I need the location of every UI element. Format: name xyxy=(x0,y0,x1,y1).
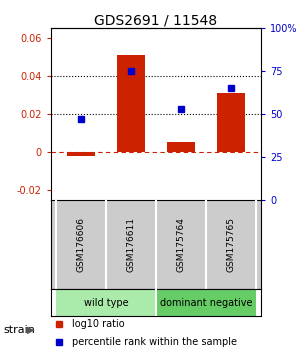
Text: GSM175764: GSM175764 xyxy=(176,217,185,272)
Bar xyxy=(156,289,256,316)
Bar xyxy=(117,55,145,152)
Text: wild type: wild type xyxy=(84,298,128,308)
Text: GSM175765: GSM175765 xyxy=(226,217,236,272)
Text: GSM176611: GSM176611 xyxy=(127,217,136,272)
Bar xyxy=(67,152,95,156)
Bar xyxy=(56,289,156,316)
Text: dominant negative: dominant negative xyxy=(160,298,252,308)
Text: GSM176606: GSM176606 xyxy=(76,217,85,272)
Text: ▶: ▶ xyxy=(27,325,34,335)
Bar xyxy=(217,93,245,152)
Text: log10 ratio: log10 ratio xyxy=(72,319,124,330)
Bar xyxy=(167,143,195,152)
Text: percentile rank within the sample: percentile rank within the sample xyxy=(72,337,237,347)
Text: strain: strain xyxy=(3,325,35,335)
Title: GDS2691 / 11548: GDS2691 / 11548 xyxy=(94,13,218,27)
